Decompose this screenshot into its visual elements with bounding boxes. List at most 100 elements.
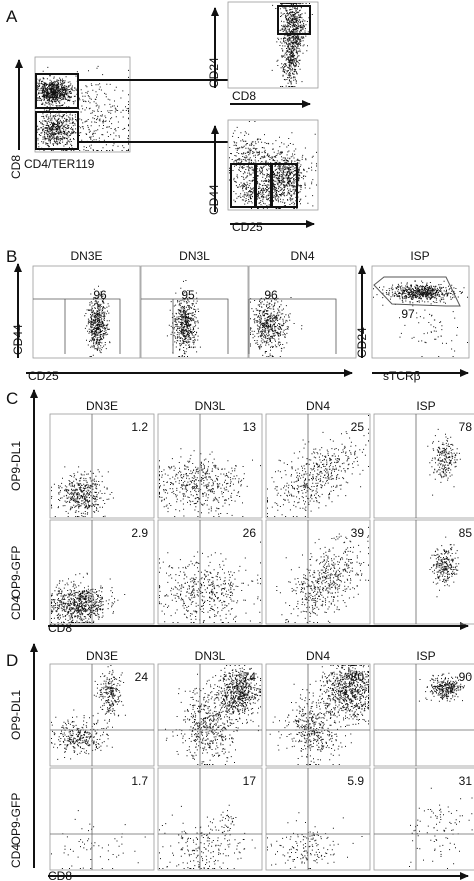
d-x-label: CD8 (48, 869, 72, 881)
panel-d-letter: D (6, 651, 18, 670)
panel-c: C CD4 CD8 DN3E DN3L DN4 ISP OP9-DL1 1.2 13 25 78… (6, 389, 474, 635)
scatter-dots (159, 804, 256, 869)
column-header: DN4 (306, 399, 330, 413)
plot-frame (157, 663, 263, 767)
scatter-dots (84, 285, 111, 357)
scatter-dots (267, 415, 369, 517)
scatter-dots (165, 665, 261, 765)
scatter-dots (51, 665, 126, 760)
c-y-label: CD4 (9, 596, 23, 620)
b-gate-line (141, 298, 229, 354)
scatter-dots (229, 121, 317, 209)
row-label: OP9-DL1 (9, 690, 23, 740)
column-header: ISP (416, 399, 435, 413)
a-br-x-label: CD25 (232, 220, 263, 234)
quadrant-percentage: 24 (135, 670, 149, 684)
scatter-dots (271, 3, 313, 87)
panel-b-plots: DN3E 96 DN3L 95 DN4 96 ISP 97 (32, 249, 470, 359)
quadrant-percentage: 1.2 (131, 420, 148, 434)
b-gate-percentage: 96 (93, 288, 107, 302)
b-plot-frame (32, 265, 141, 359)
b-column-header: DN3L (179, 249, 210, 263)
scatter-dots (51, 572, 126, 623)
scatter-dots (159, 448, 261, 517)
row-label: OP9-DL1 (9, 441, 23, 491)
plot-frame (49, 767, 155, 871)
scatter-dots (51, 466, 114, 517)
b-column-header: ISP (410, 249, 429, 263)
quadrant-percentage: 25 (351, 420, 365, 434)
plot-frame (265, 767, 371, 871)
scatter-dots (409, 787, 473, 869)
a-main-x-label: CD4/TER119 (24, 157, 95, 171)
quadrant-percentage: 31 (459, 774, 473, 788)
panel-b-letter: B (6, 247, 17, 266)
b-isp-x-label: sTCRβ (383, 369, 421, 383)
column-header: DN4 (306, 649, 330, 663)
quadrant-percentage: 2.9 (131, 526, 148, 540)
panel-b: B CD44 CD25 CD24 sTCRβ DN3E 96 DN3L 95 DN4 96… (6, 247, 470, 383)
scatter-dots (51, 810, 146, 869)
b-column-header: DN3E (70, 249, 102, 263)
a-top-right-dots (271, 3, 313, 87)
plot-frame (265, 519, 371, 625)
a-main-plot-dots (36, 65, 129, 151)
quadrant-percentage: 17 (243, 774, 257, 788)
plot-frame (49, 663, 155, 767)
quadrant-percentage: 80 (351, 670, 365, 684)
b-plot-frame (248, 265, 357, 359)
panel-c-letter: C (6, 389, 18, 408)
plot-frame (49, 413, 155, 519)
a-tr-y-label: CD24 (207, 57, 221, 88)
plot-frame (157, 519, 263, 625)
scatter-dots (276, 526, 369, 623)
a-br-y-label: CD44 (207, 184, 221, 215)
quadrant-percentage: 39 (351, 526, 365, 540)
a-gate-dn3 (271, 163, 298, 208)
scatter-dots (159, 541, 261, 623)
panel-d-plots: DN3E DN3L DN4 ISP OP9-DL1 24 74 80 90 OP9-GFP 1.7 1… (9, 649, 474, 871)
c-x-label: CD8 (48, 621, 72, 635)
b-gate-line (249, 298, 337, 354)
scatter-dots (267, 812, 363, 869)
panel-d: D CD4 CD8 DN3E DN3L DN4 ISP OP9-DL1 24 74 80 90 O… (6, 643, 474, 881)
row-label: OP9-GFP (9, 546, 23, 599)
column-header: DN3L (195, 399, 226, 413)
scatter-dots (166, 280, 201, 357)
b-gate-percentage: 97 (401, 307, 415, 321)
a-bottom-right-frame (227, 119, 319, 211)
row-label: OP9-GFP (9, 793, 23, 846)
panel-c-plots: DN3E DN3L DN4 ISP OP9-DL1 1.2 13 25 78 OP9-GFP 2.9… (9, 399, 474, 625)
panel-a: A CD8 CD4/TER119 CD24 CD8 CD44 CD25 (6, 1, 319, 234)
b-gate-line (33, 298, 121, 354)
quadrant-percentage: 13 (243, 420, 257, 434)
quadrant-percentage: 5.9 (347, 774, 364, 788)
d-y-label: CD4 (9, 844, 23, 868)
quadrant-percentage: 74 (243, 670, 257, 684)
a-gate-double-negative (35, 111, 79, 150)
scatter-dots (427, 428, 461, 496)
quadrant-percentage: 85 (459, 526, 473, 540)
a-gate-cd24-high (277, 5, 311, 35)
plot-frame (373, 519, 474, 625)
plot-frame (157, 413, 263, 519)
a-bottom-right-dots (229, 121, 317, 209)
a-gate-cd8-high (35, 73, 79, 109)
scatter-dots (429, 536, 460, 598)
a-top-right-frame (227, 1, 319, 89)
quadrant-percentage: 26 (243, 526, 257, 540)
column-header: DN3E (86, 649, 118, 663)
panel-a-letter: A (6, 7, 18, 26)
column-header: DN3E (86, 399, 118, 413)
b-column-header: DN4 (290, 249, 314, 263)
plot-frame (373, 663, 474, 767)
plot-frame (157, 767, 263, 871)
column-header: DN3L (195, 649, 226, 663)
b-isp-gate (373, 276, 461, 307)
plot-frame (265, 413, 371, 519)
quadrant-percentage: 1.7 (131, 774, 148, 788)
scatter-dots (373, 280, 468, 357)
column-header: ISP (416, 649, 435, 663)
b-isp-plot-frame (371, 265, 470, 359)
